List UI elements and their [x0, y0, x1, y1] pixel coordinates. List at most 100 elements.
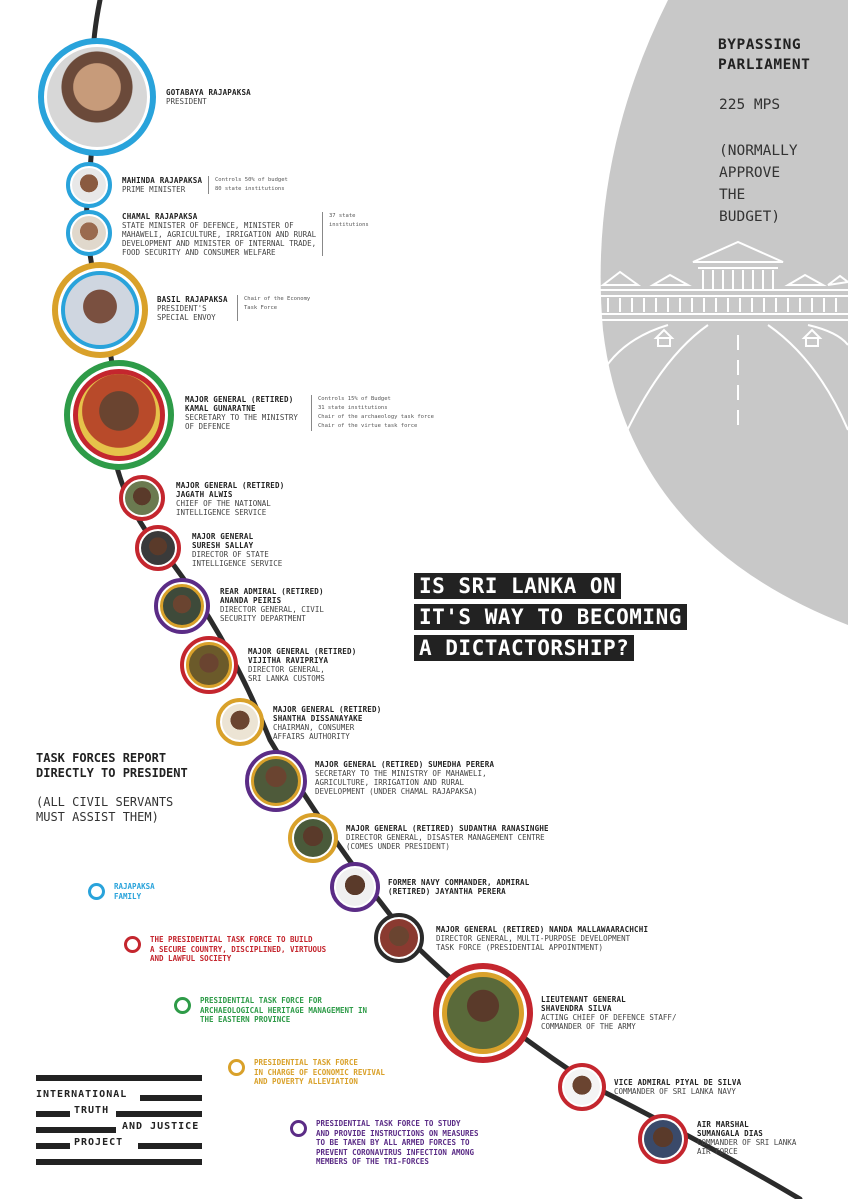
task-forces-title: TASK FORCES REPORT DIRECTLY TO PRESIDENT	[36, 751, 188, 780]
person-role: DIRECTOR GENERAL, SRI LANKA CUSTOMS	[248, 665, 325, 683]
person-role: STATE MINISTER OF DEFENCE, MINISTER OF M…	[122, 221, 317, 257]
portrait-image	[72, 168, 106, 202]
legend-label: PRESIDENTIAL TASK FORCE IN CHARGE OF ECO…	[254, 1058, 385, 1086]
person-1-portrait	[66, 162, 112, 208]
person-13-text: MAJOR GENERAL (RETIRED) NANDA MALLAWAARA…	[436, 925, 648, 952]
person-3-portrait	[52, 262, 148, 358]
person-6-text: MAJOR GENERAL SURESH SALLAY DIRECTOR OF …	[192, 532, 282, 568]
person-9-portrait	[216, 698, 264, 746]
person-notes: 37 state institutions	[322, 212, 369, 256]
parliament-panel	[597, 0, 848, 625]
person-11-portrait	[288, 813, 338, 863]
logo-bar	[36, 1111, 70, 1117]
person-0-portrait	[38, 38, 156, 156]
logo-bar	[36, 1159, 202, 1165]
headline-line3: A DICTACTORSHIP?	[414, 635, 635, 661]
person-name: FORMER NAVY COMMANDER, ADMIRAL (RETIRED)…	[388, 878, 530, 896]
person-role: CHAIRMAN, CONSUMER AFFAIRS AUTHORITY	[273, 723, 355, 741]
logo-line2: TRUTH	[74, 1105, 110, 1116]
person-5-text: MAJOR GENERAL (RETIRED) JAGATH ALWIS CHI…	[176, 481, 284, 517]
logo-line3: AND JUSTICE	[122, 1121, 200, 1132]
person-name: CHAMAL RAJAPAKSA	[122, 212, 198, 221]
person-role: PRESIDENT'S SPECIAL ENVOY	[157, 304, 216, 322]
headline: IS SRI LANKA ON IT'S WAY TO BECOMING A D…	[414, 573, 687, 666]
logo-line1: INTERNATIONAL	[36, 1089, 128, 1100]
portrait-image	[336, 868, 374, 906]
logo-bar	[138, 1143, 202, 1149]
person-10-text: MAJOR GENERAL (RETIRED) SUMEDHA PERERA S…	[315, 760, 494, 796]
person-role: ACTING CHIEF OF DEFENCE STAFF/ COMMANDER…	[541, 1013, 677, 1031]
person-notes: Controls 50% of budget 80 state institut…	[208, 176, 288, 194]
person-name: MAJOR GENERAL (RETIRED) JAGATH ALWIS	[176, 481, 285, 499]
parliament-note: (NORMALLY APPROVE THE BUDGET)	[719, 143, 798, 225]
logo-bar	[140, 1095, 202, 1101]
logo-bar	[36, 1127, 116, 1133]
person-3-text: BASIL RAJAPAKSA PRESIDENT'S SPECIAL ENVO…	[157, 295, 310, 322]
person-role: CHIEF OF THE NATIONAL INTELLIGENCE SERVI…	[176, 499, 271, 517]
headline-line1: IS SRI LANKA ON	[414, 573, 622, 599]
person-9-text: MAJOR GENERAL (RETIRED) SHANTHA DISSANAY…	[273, 705, 381, 741]
legend-circle-icon	[124, 936, 141, 953]
person-name: MAJOR GENERAL (RETIRED) SHANTHA DISSANAY…	[273, 705, 382, 723]
legend-label: PRESIDENTIAL TASK FORCE TO STUDY AND PRO…	[316, 1119, 479, 1166]
person-role: DIRECTOR GENERAL, DISASTER MANAGEMENT CE…	[346, 833, 545, 851]
person-name: MAJOR GENERAL (RETIRED) NANDA MALLAWAARA…	[436, 925, 649, 934]
person-5-portrait	[119, 475, 165, 521]
legend-circle-icon	[88, 883, 105, 900]
person-11-text: MAJOR GENERAL (RETIRED) SUDANTHA RANASIN…	[346, 824, 549, 851]
portrait-image	[442, 972, 524, 1054]
portrait-image	[160, 584, 204, 628]
person-12-text: FORMER NAVY COMMANDER, ADMIRAL (RETIRED)…	[388, 878, 529, 896]
legend-label: PRESIDENTIAL TASK FORCE FOR ARCHAEOLOGIC…	[200, 996, 368, 1024]
person-0-text: GOTABAYA RAJAPAKSA PRESIDENT	[166, 88, 251, 106]
legend-economic-revival: PRESIDENTIAL TASK FORCE IN CHARGE OF ECO…	[228, 1058, 385, 1087]
person-name: GOTABAYA RAJAPAKSA	[166, 88, 251, 97]
person-7-portrait	[154, 578, 210, 634]
person-15-portrait	[558, 1063, 606, 1111]
person-8-portrait	[180, 636, 238, 694]
person-12-portrait	[330, 862, 380, 912]
portrait-image	[380, 919, 418, 957]
portrait-image	[564, 1069, 600, 1105]
person-4-portrait	[64, 360, 174, 470]
legend-label: THE PRESIDENTIAL TASK FORCE TO BUILD A S…	[150, 935, 327, 963]
legend-archaeological: PRESIDENTIAL TASK FORCE FOR ARCHAEOLOGIC…	[174, 996, 367, 1025]
portrait-image	[125, 481, 159, 515]
logo-bar	[36, 1075, 202, 1081]
logo-bar	[36, 1143, 70, 1149]
portrait-image	[61, 271, 139, 349]
logo-bar	[116, 1111, 202, 1117]
person-notes: Chair of the Economy Task Force	[237, 295, 310, 321]
person-4-text: MAJOR GENERAL (RETIRED) KAMAL GUNARATNE …	[185, 395, 434, 431]
headline-line2: IT'S WAY TO BECOMING	[414, 604, 687, 630]
legend-rajapaksa-family: RAJAPAKSA FAMILY	[88, 882, 155, 901]
person-2-portrait	[66, 210, 112, 256]
person-notes: Controls 15% of Budget 31 state institut…	[311, 395, 434, 431]
legend-label: RAJAPAKSA FAMILY	[114, 882, 155, 901]
portrait-image	[47, 47, 147, 147]
portrait-image	[186, 642, 232, 688]
parliament-illustration	[597, 0, 848, 625]
parliament-title-line1: BYPASSING	[718, 37, 802, 53]
person-2-text: CHAMAL RAJAPAKSA STATE MINISTER OF DEFEN…	[122, 212, 369, 257]
person-role: COMMANDER OF SRI LANKA NAVY	[614, 1087, 736, 1096]
parliament-mps: 225 MPS	[719, 97, 781, 113]
person-name: LIEUTENANT GENERAL SHAVENDRA SILVA	[541, 995, 626, 1013]
parliament-title-line2: PARLIAMENT	[718, 57, 811, 73]
person-role: DIRECTOR GENERAL, MULTI-PURPOSE DEVELOPM…	[436, 934, 631, 952]
legend-circle-icon	[174, 997, 191, 1014]
person-name: MAJOR GENERAL (RETIRED) VIJITHA RAVIPRIY…	[248, 647, 357, 665]
legend-coronavirus: PRESIDENTIAL TASK FORCE TO STUDY AND PRO…	[290, 1119, 479, 1167]
person-16-portrait	[638, 1114, 688, 1164]
person-name: MAJOR GENERAL (RETIRED) SUDANTHA RANASIN…	[346, 824, 549, 833]
person-16-text: AIR MARSHAL SUMANGALA DIAS COMMANDER OF …	[697, 1120, 796, 1156]
person-name: MAJOR GENERAL SURESH SALLAY	[192, 532, 254, 550]
person-role: SECRETARY TO THE MINISTRY OF MAHAWELI, A…	[315, 769, 487, 796]
portrait-image	[294, 819, 332, 857]
person-15-text: VICE ADMIRAL PIYAL DE SILVA COMMANDER OF…	[614, 1078, 741, 1096]
person-10-portrait	[245, 750, 307, 812]
person-role: DIRECTOR OF STATE INTELLIGENCE SERVICE	[192, 550, 283, 568]
portrait-image	[73, 369, 165, 461]
legend-circle-icon	[228, 1059, 245, 1076]
person-14-text: LIEUTENANT GENERAL SHAVENDRA SILVA ACTIN…	[541, 995, 676, 1031]
